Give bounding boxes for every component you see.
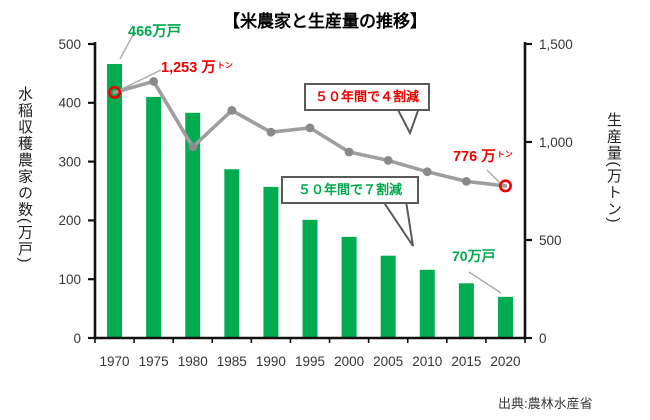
line-marker-2000 <box>344 147 354 157</box>
right-axis-tick-label: 0 <box>539 331 547 346</box>
x-tick-label-2010: 2010 <box>412 354 442 369</box>
annotation-production-1970-value: 1,253 万 <box>161 60 216 76</box>
right-axis-title: 生産量(万トン) <box>605 112 622 224</box>
line-marker-2005 <box>383 156 393 165</box>
callout-production-decline: ５０年間で４割減 <box>304 83 430 111</box>
x-tick-label-1995: 1995 <box>295 354 325 369</box>
leader-farms-2020 <box>468 271 502 294</box>
left-axis-tick-label: 500 <box>58 37 81 52</box>
annotation-production-2020: 776 万トン <box>453 145 513 166</box>
left-axis-tick-label: 100 <box>58 272 81 287</box>
annotation-production-1970-unit: トン <box>216 61 233 70</box>
page-title: 【米農家と生産量の推移】 <box>223 12 427 31</box>
line-marker-1975 <box>149 77 159 86</box>
bar-2015 <box>458 283 474 338</box>
line-marker-1985 <box>227 106 237 115</box>
left-axis-tick-label: 0 <box>73 331 81 346</box>
annotation-production-2020-value: 776 万 <box>453 149 496 165</box>
bar-1985 <box>224 169 240 338</box>
leader-production-2020 <box>486 169 501 184</box>
line-marker-2010 <box>422 167 432 177</box>
x-tick-label-1970: 1970 <box>100 354 130 369</box>
x-tick-label-1990: 1990 <box>256 354 286 369</box>
annotation-production-1970: 1,253 万トン <box>161 56 233 77</box>
x-tick-label-1985: 1985 <box>217 354 247 369</box>
annotation-production-2020-unit: トン <box>496 150 513 159</box>
bar-2010 <box>419 269 435 338</box>
annotation-farms-2020: 70万戸 <box>452 248 496 264</box>
x-tick-label-2005: 2005 <box>373 354 403 369</box>
callout-production-tail <box>395 107 421 136</box>
source-credit: 出典:農林水産省 <box>498 396 593 411</box>
bar-1995 <box>302 219 318 338</box>
left-axis-tick-label: 400 <box>58 96 81 111</box>
highlight-ring-marker-2020 <box>498 179 512 193</box>
right-axis-tick-label: 1,500 <box>539 37 573 52</box>
leader-production-1970 <box>121 69 162 90</box>
bar-1970 <box>107 63 123 338</box>
line-marker-1990 <box>266 127 276 137</box>
callout-farms-decline: ５０年間で７割減 <box>281 176 419 204</box>
x-tick-label-1975: 1975 <box>139 354 169 369</box>
line-marker-2015 <box>461 176 471 186</box>
line-marker-1995 <box>305 123 315 133</box>
line-marker-1980 <box>188 142 198 152</box>
right-axis-tick-label: 1,000 <box>539 135 573 150</box>
annotation-farms-1970: 466万戸 <box>128 24 182 40</box>
leader-farms-1970 <box>119 32 135 60</box>
x-tick-label-1980: 1980 <box>178 354 208 369</box>
left-axis-tick-label: 300 <box>58 154 81 169</box>
bar-2005 <box>380 255 396 338</box>
highlight-ring-marker-1970 <box>108 85 122 99</box>
callout-farms-tail <box>381 200 414 247</box>
bar-2020 <box>497 296 513 338</box>
left-axis-tick-label: 200 <box>58 213 81 228</box>
x-tick-label-2015: 2015 <box>451 354 481 369</box>
bar-2000 <box>341 236 357 338</box>
x-tick-label-2020: 2020 <box>490 354 520 369</box>
x-tick-label-2000: 2000 <box>334 354 364 369</box>
bar-1980 <box>185 112 201 339</box>
left-axis-title: 水稲収穫農家の数(万戸) <box>16 86 33 264</box>
bar-1975 <box>146 96 162 338</box>
bar-1990 <box>263 186 279 338</box>
right-axis-tick-label: 500 <box>539 233 562 248</box>
